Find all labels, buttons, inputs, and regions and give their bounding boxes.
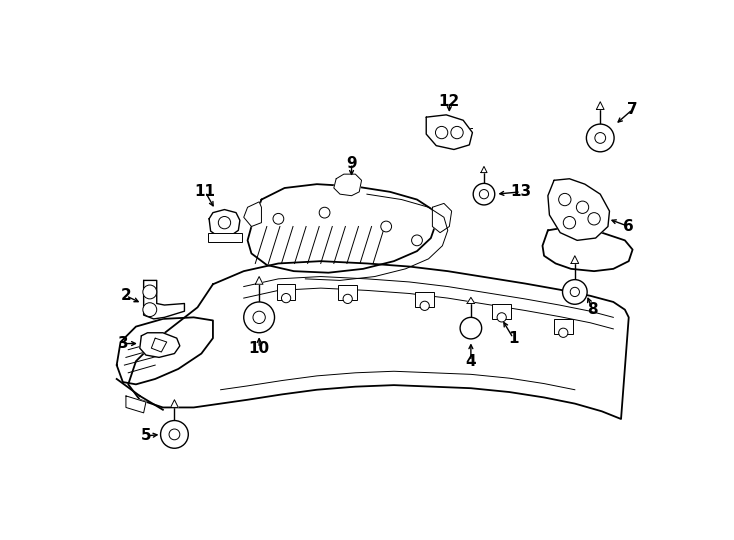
Circle shape (420, 301, 429, 310)
Polygon shape (255, 276, 263, 284)
Circle shape (497, 313, 506, 322)
Circle shape (244, 302, 275, 333)
Text: 7: 7 (628, 102, 638, 117)
Polygon shape (209, 210, 240, 237)
Polygon shape (548, 179, 609, 240)
Circle shape (343, 294, 352, 303)
Circle shape (319, 207, 330, 218)
Bar (208, 233, 242, 242)
Text: 12: 12 (439, 94, 460, 109)
Polygon shape (244, 202, 261, 226)
Circle shape (451, 126, 463, 139)
Circle shape (586, 124, 614, 152)
Polygon shape (126, 396, 146, 413)
Text: 6: 6 (623, 219, 634, 234)
Text: 9: 9 (346, 156, 357, 171)
Polygon shape (542, 226, 633, 271)
Polygon shape (139, 333, 180, 357)
Circle shape (479, 190, 489, 199)
Polygon shape (144, 280, 184, 319)
Polygon shape (151, 338, 167, 352)
Polygon shape (571, 256, 578, 264)
Bar (554, 319, 573, 334)
Polygon shape (170, 400, 178, 408)
Circle shape (595, 132, 606, 143)
Polygon shape (334, 174, 362, 195)
Circle shape (570, 287, 579, 296)
Circle shape (281, 294, 291, 303)
Circle shape (435, 126, 448, 139)
Text: 8: 8 (587, 302, 598, 317)
Circle shape (588, 213, 600, 225)
Bar (493, 303, 511, 319)
Text: 13: 13 (510, 184, 531, 199)
Bar (415, 292, 434, 307)
Text: 11: 11 (195, 184, 216, 199)
Circle shape (473, 184, 495, 205)
Polygon shape (247, 184, 436, 273)
Circle shape (563, 217, 575, 229)
Circle shape (559, 193, 571, 206)
Polygon shape (597, 102, 604, 110)
Circle shape (273, 213, 284, 224)
Circle shape (161, 421, 189, 448)
Circle shape (143, 285, 157, 299)
Polygon shape (467, 298, 475, 303)
Circle shape (460, 318, 482, 339)
Text: 1: 1 (508, 330, 518, 346)
Text: 2: 2 (120, 288, 131, 303)
Text: 3: 3 (117, 336, 128, 351)
Circle shape (169, 429, 180, 440)
Polygon shape (117, 318, 213, 384)
Circle shape (218, 217, 230, 229)
Bar (338, 285, 357, 300)
Text: 10: 10 (249, 341, 269, 356)
Polygon shape (481, 166, 487, 173)
Polygon shape (432, 204, 451, 233)
Circle shape (143, 303, 157, 316)
Circle shape (559, 328, 568, 338)
Circle shape (576, 201, 589, 213)
Circle shape (562, 280, 587, 304)
Bar (277, 284, 295, 300)
Circle shape (253, 311, 265, 323)
Polygon shape (128, 261, 629, 419)
Circle shape (412, 235, 422, 246)
Polygon shape (426, 115, 473, 150)
Text: 5: 5 (141, 428, 151, 443)
Circle shape (381, 221, 391, 232)
Text: 4: 4 (465, 354, 476, 369)
